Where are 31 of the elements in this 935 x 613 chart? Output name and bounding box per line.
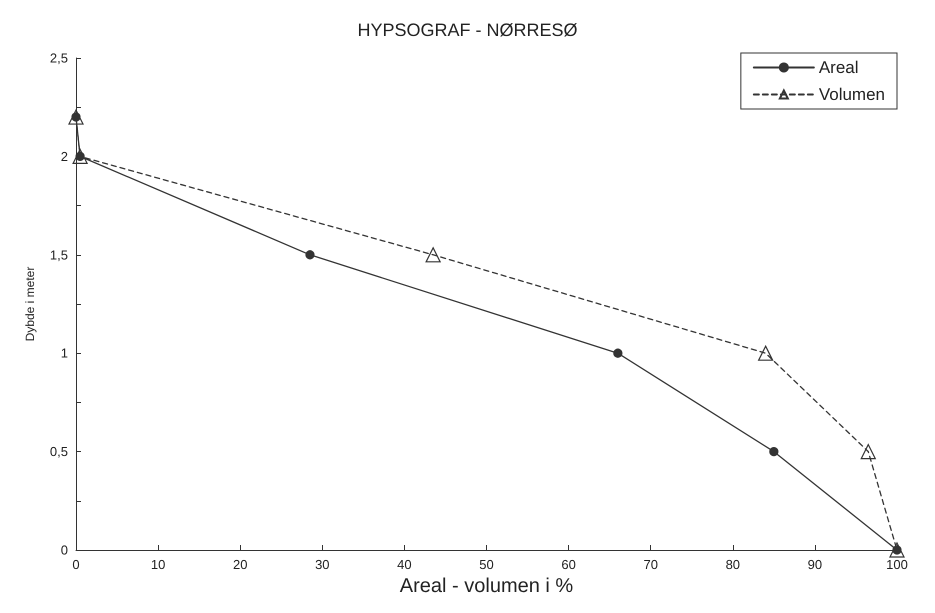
point: [860, 444, 876, 460]
point: [426, 247, 441, 262]
y-axis-title: Dybde i meter: [23, 266, 37, 342]
x-tick-label: 90: [808, 557, 822, 572]
x-axis-title: Areal - volumen i %: [400, 574, 574, 597]
point: [72, 148, 88, 164]
point: [68, 109, 84, 125]
x-tick-label: 70: [643, 557, 658, 572]
legend-label: Volumen: [818, 85, 886, 104]
y-tick-label: 2,5: [50, 50, 68, 66]
x-tick-label: 10: [150, 557, 166, 572]
x-tick-label: 0: [72, 557, 80, 572]
x-tick-label: 80: [726, 557, 740, 572]
point: [758, 346, 774, 361]
x-tick-label: 50: [479, 557, 494, 572]
point: [305, 250, 315, 260]
legend-label: Areal: [818, 58, 859, 77]
x-tick-label: 20: [232, 557, 248, 572]
y-tick-label: 1: [60, 346, 68, 361]
point: [769, 447, 778, 456]
x-tick-label: 100: [886, 557, 908, 572]
point: [889, 542, 905, 558]
point: [613, 348, 622, 358]
x-tick-label: 30: [315, 557, 330, 572]
y-tick-label: 2: [60, 148, 68, 164]
x-tick-label: 40: [397, 557, 412, 572]
x-tick-label: 60: [561, 557, 576, 572]
y-tick-label: 0: [60, 542, 68, 558]
chart-title: HYPSOGRAF - NØRRESØ: [357, 20, 578, 40]
y-tick-label: 0,5: [50, 444, 68, 460]
y-tick-label: 1,5: [50, 247, 68, 262]
